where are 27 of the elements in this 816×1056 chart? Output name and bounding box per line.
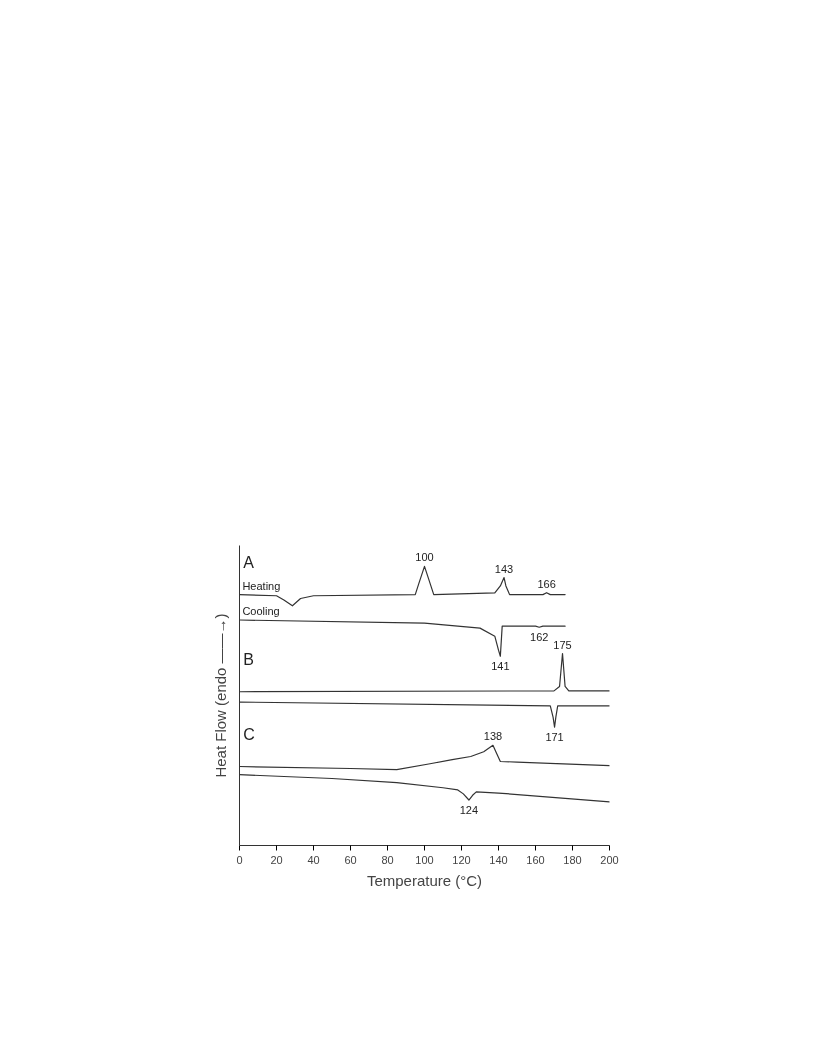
- annotation: 100: [415, 551, 434, 564]
- x-tick-label: 20: [270, 853, 283, 866]
- x-axis-title: Temperature (°C): [366, 871, 483, 889]
- annotation: 124: [459, 804, 479, 817]
- annotation: 175: [553, 638, 572, 651]
- annotation: C: [243, 725, 255, 743]
- annotation: 166: [537, 577, 556, 590]
- annotation: 171: [545, 731, 564, 744]
- x-tick-label: 40: [307, 853, 320, 866]
- x-tick-label: 140: [489, 853, 508, 866]
- annotation: B: [243, 651, 254, 669]
- annotation: A: [243, 553, 255, 571]
- x-tick-label: 120: [452, 853, 471, 866]
- x-tick-label: 60: [344, 853, 357, 866]
- annotation: 143: [494, 562, 514, 575]
- series-label: Heating: [242, 579, 281, 592]
- x-tick-label: 200: [600, 853, 619, 866]
- x-tick-label: 100: [415, 853, 434, 866]
- x-tick-label: 80: [381, 853, 394, 866]
- annotation: 162: [530, 631, 549, 644]
- y-axis-title: Heat Flow (endo ——→): [211, 613, 229, 778]
- x-tick-label: 0: [236, 853, 243, 866]
- annotation: 138: [483, 730, 503, 743]
- series-label: Cooling: [242, 605, 280, 618]
- x-tick-label: 180: [563, 853, 582, 866]
- x-tick-label: 160: [526, 853, 545, 866]
- annotation: 141: [491, 660, 510, 673]
